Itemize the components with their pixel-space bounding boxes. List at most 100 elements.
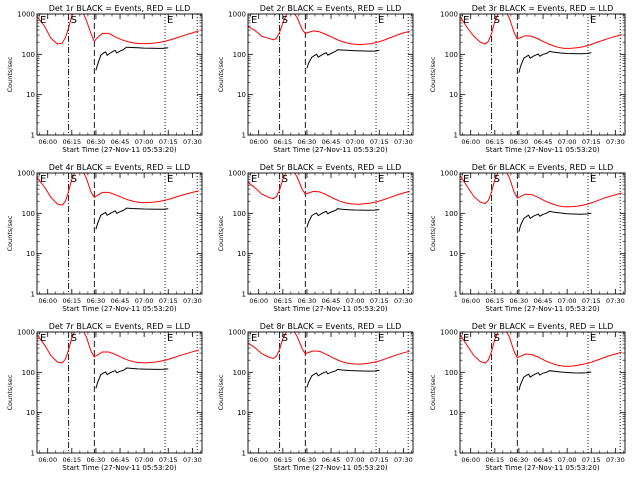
chart-6: Det 6r BLACK = Events, RED = LLD Counts/s… — [429, 163, 626, 313]
chart-3-frame — [459, 13, 626, 136]
chart-7-xtick-label: 06:00 — [38, 456, 57, 464]
chart-6-xtick-label: 06:30 — [510, 297, 529, 305]
chart-6-ytick-label: 1 — [454, 291, 458, 299]
chart-7-xtick-label: 06:30 — [87, 456, 106, 464]
chart-4-ytick-label: 1 — [31, 291, 35, 299]
chart-6-marker-e: E — [590, 174, 596, 185]
chart-6-xtick-label: 07:00 — [558, 297, 577, 305]
chart-2-series-events — [306, 49, 380, 69]
chart-4-series-lld — [37, 173, 199, 206]
chart-1-xtick-label: 07:30 — [183, 138, 202, 146]
chart-9-marker-s: S — [494, 333, 500, 344]
chart-5-title: Det 5r BLACK = Events, RED = LLD — [260, 163, 402, 172]
chart-8-xtick-label: 06:45 — [322, 456, 341, 464]
chart-3-ytick-label: 1000 — [440, 11, 458, 19]
chart-6-frame — [459, 172, 626, 295]
chart-8-marker-e: E — [378, 333, 384, 344]
chart-9-xtick-label: 06:15 — [485, 456, 504, 464]
chart-9-ytick-label: 10 — [449, 409, 458, 417]
chart-9-xtick-label: 07:30 — [606, 456, 625, 464]
chart-4-xtick-label: 07:00 — [135, 297, 154, 305]
chart-1-xtick-label: 06:00 — [38, 138, 57, 146]
chart-6-marker-e: E — [463, 174, 469, 185]
chart-1-ytick-label: 1000 — [17, 11, 35, 19]
chart-5-series-lld — [248, 173, 410, 205]
chart-5-marker-e: E — [378, 174, 384, 185]
chart-5-ytick-label: 100 — [233, 210, 246, 218]
chart-2-xtick-label: 07:15 — [370, 138, 389, 146]
chart-1-xtick-label: 07:00 — [135, 138, 154, 146]
chart-8-frame — [247, 331, 414, 454]
chart-3-xtick-label: 06:00 — [461, 138, 480, 146]
chart-6-ytick-label: 1000 — [440, 170, 458, 178]
chart-2-xlabel: Start Time (27-Nov-11 05:53:20) — [273, 146, 387, 154]
chart-1-xtick-label: 06:15 — [62, 138, 81, 146]
chart-3-xtick-label: 07:15 — [582, 138, 601, 146]
chart-8-marker-s: S — [282, 333, 288, 344]
chart-8-title: Det 8r BLACK = Events, RED = LLD — [260, 322, 402, 331]
chart-8-xtick-label: 06:15 — [273, 456, 292, 464]
chart-6-ytick-label: 100 — [445, 210, 458, 218]
chart-4-ylabel: Counts/sec — [6, 215, 14, 251]
chart-1-marker-s: S — [71, 15, 77, 26]
chart-7-ytick-label: 100 — [22, 369, 35, 377]
chart-2-series-lld — [248, 14, 410, 46]
chart-5-xtick-label: 06:00 — [249, 297, 268, 305]
chart-5-marker-e: E — [251, 174, 257, 185]
chart-6-title: Det 6r BLACK = Events, RED = LLD — [472, 163, 614, 172]
chart-7-series-lld — [37, 332, 199, 364]
chart-5-frame — [247, 172, 414, 295]
chart-8-marker-e: E — [251, 333, 257, 344]
chart-1: Det 1r BLACK = Events, RED = LLD Counts/s… — [6, 4, 203, 154]
chart-9-ytick-label: 1 — [454, 450, 458, 458]
chart-4-series-events — [95, 207, 169, 230]
chart-9-ytick-label: 100 — [445, 369, 458, 377]
chart-5: Det 5r BLACK = Events, RED = LLD Counts/s… — [217, 163, 414, 313]
chart-3-xtick-label: 07:00 — [558, 138, 577, 146]
chart-5-ylabel: Counts/sec — [217, 215, 225, 251]
chart-5-marker-s: S — [282, 174, 288, 185]
chart-9-plot-area — [460, 332, 622, 453]
chart-6-series-events — [518, 210, 592, 232]
chart-4-xtick-label: 06:00 — [38, 297, 57, 305]
chart-7-ytick-label: 1000 — [17, 329, 35, 337]
chart-2-title: Det 2r BLACK = Events, RED = LLD — [260, 4, 402, 13]
chart-9-title: Det 9r BLACK = Events, RED = LLD — [472, 322, 614, 331]
chart-3-ytick-label: 10 — [449, 91, 458, 99]
chart-4-xtick-label: 07:15 — [159, 297, 178, 305]
chart-7-marker-e: E — [40, 333, 46, 344]
chart-8-xtick-label: 07:00 — [346, 456, 365, 464]
chart-3-marker-e: E — [463, 15, 469, 26]
chart-5-xtick-label: 07:00 — [346, 297, 365, 305]
chart-8-xtick-label: 06:00 — [249, 456, 268, 464]
chart-1-xtick-label: 07:15 — [159, 138, 178, 146]
chart-5-series-events — [306, 208, 380, 228]
chart-7-xtick-label: 07:15 — [159, 456, 178, 464]
chart-7-title: Det 7r BLACK = Events, RED = LLD — [49, 322, 191, 331]
chart-2: Det 2r BLACK = Events, RED = LLD Counts/s… — [217, 4, 414, 154]
chart-3-xtick-label: 06:45 — [534, 138, 553, 146]
chart-4-xtick-label: 07:30 — [183, 297, 202, 305]
chart-6-xtick-label: 07:15 — [582, 297, 601, 305]
chart-7-ylabel: Counts/sec — [6, 374, 14, 410]
chart-8-series-events — [306, 368, 380, 388]
chart-8-xtick-label: 07:30 — [394, 456, 413, 464]
chart-7-marker-s: S — [71, 333, 77, 344]
chart-5-xtick-label: 06:45 — [322, 297, 341, 305]
chart-3-title: Det 3r BLACK = Events, RED = LLD — [472, 4, 614, 13]
chart-9-ylabel: Counts/sec — [429, 374, 437, 410]
chart-5-ytick-label: 1000 — [228, 170, 246, 178]
chart-3-ytick-label: 1 — [454, 132, 458, 140]
chart-9-series-lld — [460, 332, 622, 367]
chart-6-xlabel: Start Time (27-Nov-11 05:53:20) — [485, 305, 599, 313]
chart-2-plot-area — [248, 14, 410, 135]
chart-5-xlabel: Start Time (27-Nov-11 05:53:20) — [273, 305, 387, 313]
chart-1-series-lld — [37, 14, 199, 45]
chart-4-marker-e: E — [40, 174, 46, 185]
chart-8-series-lld — [248, 332, 410, 365]
chart-1-xtick-label: 06:30 — [87, 138, 106, 146]
chart-1-ytick-label: 100 — [22, 51, 35, 59]
chart-2-xtick-label: 06:30 — [298, 138, 317, 146]
